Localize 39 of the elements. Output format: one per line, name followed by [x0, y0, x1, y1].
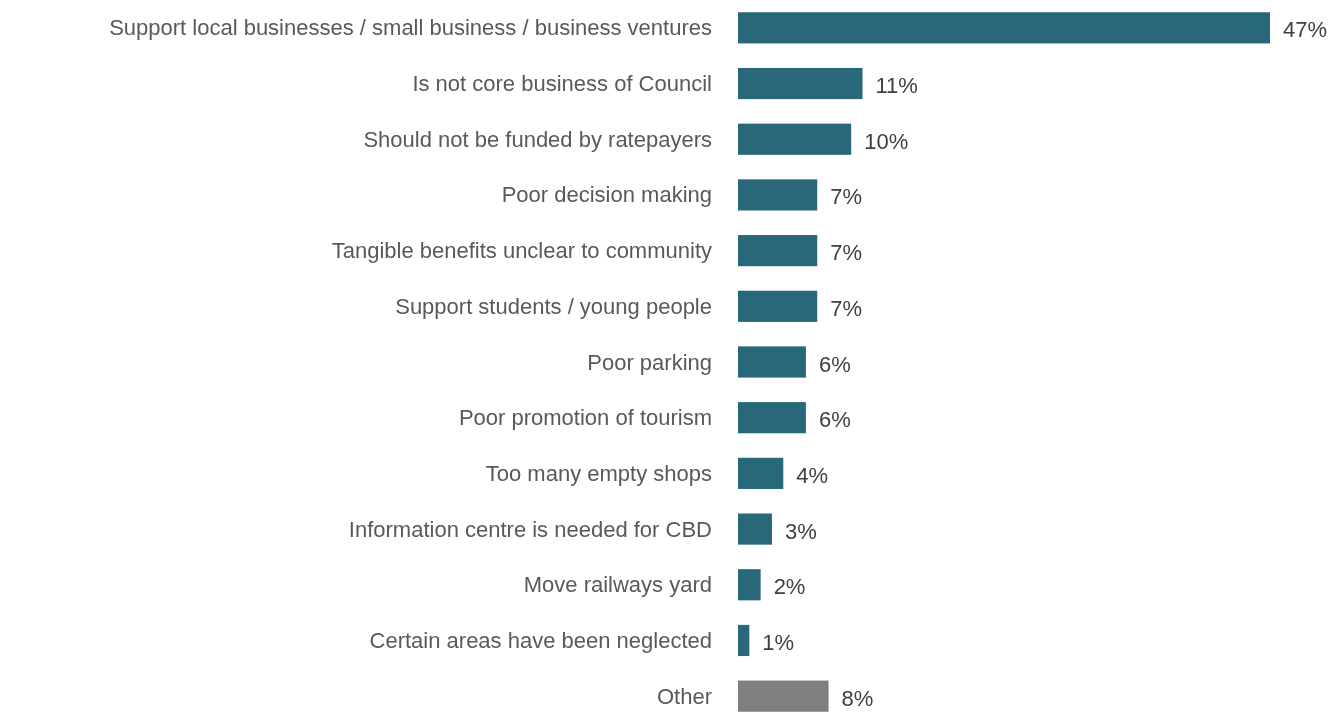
- y-tick-label: Move railways yard: [523, 572, 712, 598]
- bar: [738, 67, 863, 100]
- y-tick-label: Information centre is needed for CBD: [348, 516, 712, 542]
- bar: [738, 123, 852, 155]
- data-label: 2%: [773, 574, 806, 600]
- bar: [738, 457, 784, 489]
- y-tick-label: Support local businesses / small business / business ventures: [109, 15, 712, 41]
- bar: [738, 624, 750, 657]
- data-label: 6%: [818, 351, 851, 377]
- y-tick-label: Poor decision making: [501, 182, 712, 208]
- y-tick-label: Support students / young people: [395, 293, 712, 319]
- data-label: 7%: [830, 184, 863, 210]
- bar: [738, 513, 772, 545]
- data-label: 8%: [841, 685, 874, 711]
- bar: [738, 680, 829, 712]
- y-tick-label: Certain areas have been neglected: [369, 627, 712, 653]
- data-label: 3%: [784, 518, 817, 544]
- y-tick-label: Poor parking: [587, 349, 712, 375]
- data-label: 10%: [864, 128, 909, 154]
- data-label: 47%: [1283, 17, 1328, 43]
- y-tick-label: Should not be funded by ratepayers: [363, 126, 712, 152]
- y-tick-label: Is not core business of Council: [412, 71, 712, 97]
- bar: [738, 179, 818, 211]
- y-tick-label: Other: [656, 683, 712, 709]
- data-label: 6%: [818, 407, 851, 433]
- bar: [738, 402, 806, 434]
- data-label: 11%: [875, 73, 918, 99]
- bar: [738, 290, 818, 322]
- y-tick-label: Too many empty shops: [485, 460, 712, 486]
- bar: [738, 235, 818, 267]
- bar: [738, 346, 806, 378]
- data-label: 7%: [830, 295, 863, 321]
- y-tick-label: Poor promotion of tourism: [458, 405, 712, 431]
- data-label: 4%: [796, 462, 829, 488]
- y-tick-label: Tangible benefits unclear to community: [331, 238, 712, 264]
- data-label: 7%: [830, 240, 863, 266]
- bar: [738, 12, 1270, 44]
- bar: [738, 569, 761, 601]
- data-label: 1%: [762, 629, 795, 655]
